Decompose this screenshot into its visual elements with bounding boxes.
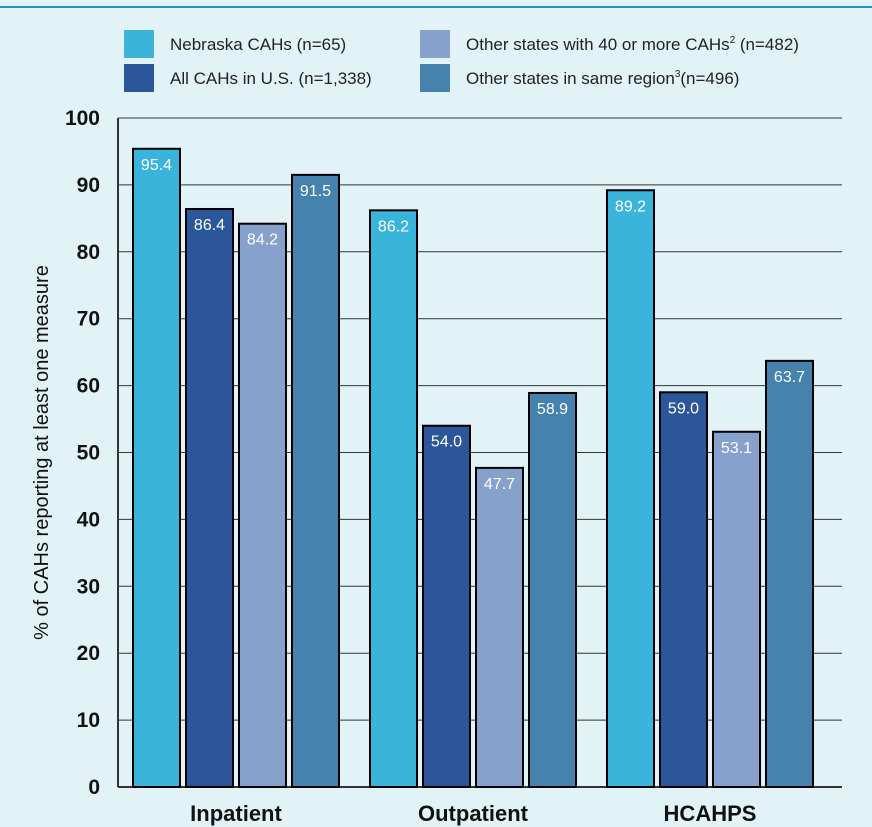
bar <box>712 430 761 788</box>
top-rule <box>0 6 872 8</box>
y-axis-title: % of CAHs reporting at least one measure <box>31 265 53 640</box>
legend-swatch <box>124 30 154 58</box>
y-tick-label: 50 <box>77 442 100 465</box>
y-tick-label: 70 <box>77 308 100 331</box>
legend-label-name: All CAHs in U.S. (n=1,338) <box>170 69 372 88</box>
x-category-label: HCAHPS <box>664 801 757 826</box>
legend-label-name: Nebraska CAHs (n=65) <box>170 35 346 54</box>
legend-label-count: (n=482) <box>735 35 799 54</box>
y-tick-label: 80 <box>77 241 100 264</box>
legend-swatch <box>124 64 154 92</box>
legend-label-count: (n=496) <box>680 69 739 88</box>
bar <box>132 147 181 789</box>
bar-value-label: 54.0 <box>431 434 462 451</box>
bar-value-label: 91.5 <box>300 183 331 200</box>
y-tick-label: 20 <box>77 642 100 665</box>
y-tick-label: 0 <box>88 776 100 799</box>
x-category-label: Outpatient <box>418 801 529 826</box>
y-tick-label: 10 <box>77 709 100 732</box>
legend-label: Nebraska CAHs (n=65) <box>170 35 346 54</box>
y-tick-label: 90 <box>77 174 100 197</box>
y-tick-label: 60 <box>77 375 100 398</box>
bar-value-label: 89.2 <box>615 198 646 215</box>
legend-footnote-marker: 3 <box>675 69 681 80</box>
legend-label: All CAHs in U.S. (n=1,338) <box>170 69 372 88</box>
bar <box>422 424 471 788</box>
bar-value-label: 63.7 <box>774 369 805 386</box>
legend-label: Other states with 40 or more CAHs2 (n=48… <box>466 35 799 54</box>
bar-value-label: 59.0 <box>668 400 699 417</box>
bar <box>606 189 655 788</box>
bar <box>765 359 814 788</box>
legend-label-name: Other states with 40 or more CAHs <box>466 35 730 54</box>
bar <box>369 209 418 788</box>
x-category-label: Inpatient <box>190 801 282 826</box>
bar <box>475 466 524 788</box>
legend-swatch <box>420 30 450 58</box>
bar-value-label: 84.2 <box>247 232 278 249</box>
bar <box>185 207 234 788</box>
bar <box>238 222 287 788</box>
legend-swatch <box>420 64 450 92</box>
legend-footnote-marker: 2 <box>730 35 736 46</box>
y-tick-label: 30 <box>77 575 100 598</box>
y-tick-label: 40 <box>77 508 100 531</box>
y-tick-label: 100 <box>65 107 100 130</box>
bar-value-label: 86.2 <box>378 218 409 235</box>
bar <box>291 173 340 789</box>
bar-value-label: 95.4 <box>141 157 172 174</box>
legend-label: Other states in same region3(n=496) <box>466 69 739 88</box>
bar-value-label: 86.4 <box>194 217 225 234</box>
bar-value-label: 53.1 <box>721 440 752 457</box>
legend-label-name: Other states in same region <box>466 69 675 88</box>
bar <box>659 391 708 788</box>
bar-value-label: 58.9 <box>537 401 568 418</box>
bar-value-label: 47.7 <box>484 476 515 493</box>
bar <box>528 391 577 788</box>
